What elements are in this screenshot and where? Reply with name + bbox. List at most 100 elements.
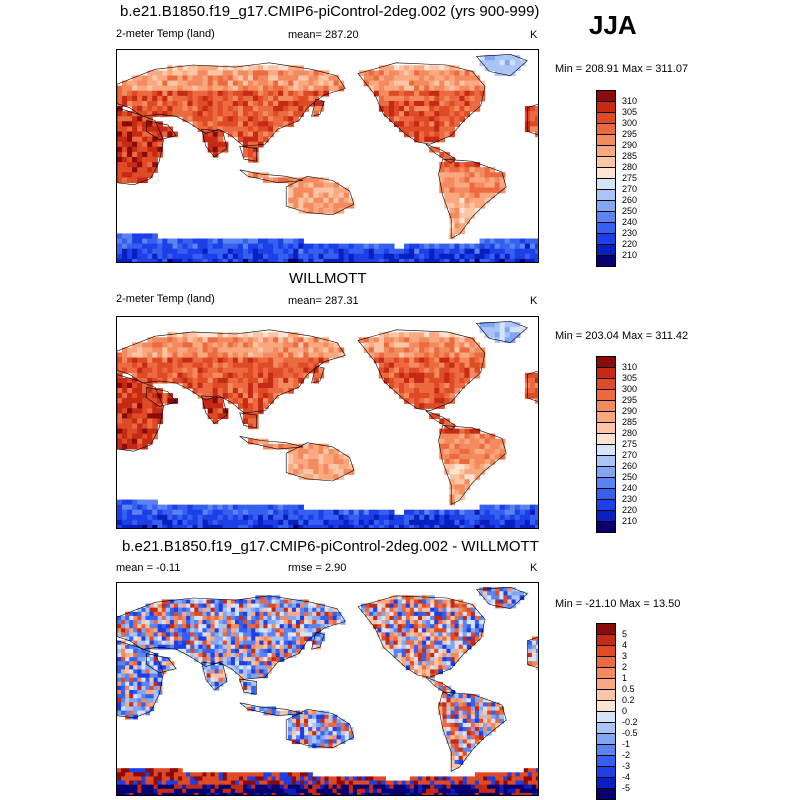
grid-cell [397,636,403,642]
grid-cell [308,80,314,87]
grid-cell [318,519,325,526]
grid-cell [519,327,526,333]
grid-cell [237,403,244,409]
grid-cell [304,620,309,625]
grid-cell [454,648,460,654]
grid-cell [243,624,248,629]
grid-cell [454,377,461,384]
grid-cell [239,648,244,654]
grid-cell [273,377,279,384]
grid-cell [348,735,354,740]
grid-cell [401,611,407,617]
grid-cell [509,322,516,328]
grid-cell [267,661,273,666]
grid-cell [399,357,405,364]
grid-cell [405,640,411,646]
grid-cell [125,636,130,642]
grid-cell [207,75,214,82]
grid-cell [152,126,158,133]
grid-cell [242,131,249,138]
grid-cell [444,509,450,516]
grid-cell [230,644,236,650]
grid-cell [142,443,148,450]
grid-cell [381,640,387,646]
grid-cell [222,95,229,102]
grid-cell [373,524,380,528]
grid-cell [152,408,158,414]
grid-cell [312,727,317,732]
grid-cell [368,347,375,354]
grid-cell [117,243,123,250]
grid-cell [464,464,471,470]
grid-cell [450,698,456,703]
grid-cell [132,248,138,255]
grid-cell [218,615,224,621]
grid-cell [167,75,173,82]
grid-cell [127,157,133,163]
grid-cell [234,665,240,671]
grid-cell [484,327,491,333]
grid-cell [263,362,269,369]
grid-cell [125,632,130,638]
grid-cell [222,111,229,117]
grid-cell [137,768,143,773]
grid-cell [442,657,448,662]
grid-cell [275,772,281,778]
grid-cell [491,727,496,732]
grid-cell [399,382,405,389]
grid-cell [466,632,472,638]
grid-cell [133,673,138,679]
grid-cell [122,253,128,260]
grid-cell [470,710,476,716]
grid-cell [336,739,342,745]
grid-cell [247,238,254,245]
grid-cell [157,111,163,117]
grid-cell [444,362,450,369]
grid-cell [230,624,236,629]
grid-cell [157,418,163,425]
grid-cell [263,382,269,389]
grid-cell [137,673,143,679]
grid-cell [487,587,492,592]
grid-cell [449,524,455,528]
grid-cell [316,722,321,728]
grid-cell [404,80,410,87]
grid-cell [438,636,443,642]
grid-cell [117,706,122,712]
grid-cell [152,151,158,158]
grid-cell [484,443,491,450]
grid-cell [503,587,509,592]
grid-cell [300,620,305,625]
grid-cell [182,628,187,633]
grid-cell [242,258,249,262]
grid-cell [385,644,391,650]
grid-cell [454,218,461,224]
grid-cell [459,85,466,92]
grid-cell [389,624,395,629]
grid-cell [469,207,476,214]
grid-cell [132,85,138,92]
grid-cell [454,352,461,359]
grid-cell [353,258,360,262]
grid-cell [214,628,220,633]
grid-cell [242,377,249,384]
grid-cell [222,258,229,262]
grid-cell [137,669,143,675]
grid-cell [268,509,274,516]
grid-cell [519,519,526,526]
grid-cell [527,661,533,666]
grid-cell [439,70,445,77]
grid-cell [446,727,452,732]
grid-cell [430,640,435,646]
grid-cell [509,55,516,61]
grid-cell [430,615,435,621]
grid-cell [328,607,334,613]
grid-cell [122,357,128,364]
grid-cell [393,599,399,605]
grid-cell [313,469,320,475]
grid-cell [373,514,380,521]
grid-cell [117,141,123,148]
grid-cell [263,121,269,128]
grid-cell [127,90,133,97]
grid-cell [167,253,173,260]
